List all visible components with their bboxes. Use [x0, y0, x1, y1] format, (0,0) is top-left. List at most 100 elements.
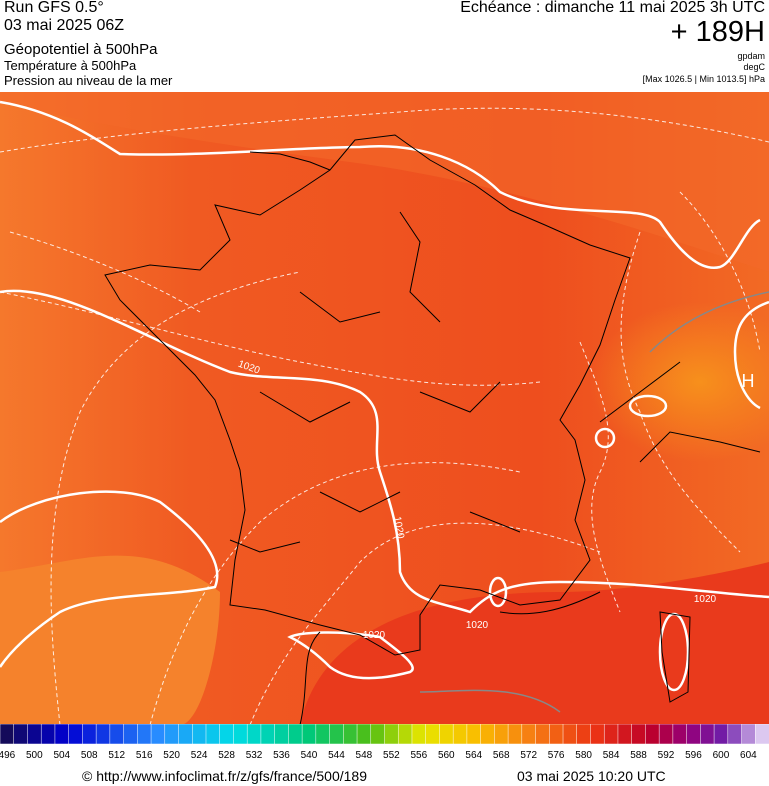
colorbar-swatch	[384, 724, 399, 745]
temperature-isolines	[0, 107, 769, 725]
colorbar-label: 544	[328, 750, 345, 761]
colorbar-swatch	[535, 724, 551, 745]
colorbar-label: 576	[548, 750, 565, 761]
colorbar-swatch	[480, 724, 496, 745]
colorbar-swatch	[521, 724, 537, 745]
colorbar-label: 584	[603, 750, 620, 761]
isobar-label: 1020	[694, 594, 717, 605]
colorbar-swatch	[452, 724, 468, 745]
colorbar-swatch	[150, 724, 166, 745]
colorbar-swatch	[40, 724, 56, 745]
field-label: Température à 500hPa	[4, 58, 137, 73]
colorbar-label: 500	[26, 750, 43, 761]
colorbar-swatch	[274, 724, 290, 745]
temperature-zone	[0, 555, 220, 725]
isobars	[0, 100, 769, 692]
colorbar-swatch	[315, 724, 331, 745]
colorbar-swatch	[658, 724, 674, 745]
colorbar-label: 516	[136, 750, 153, 761]
colorbar-label: 564	[465, 750, 482, 761]
colorbar-swatch	[686, 724, 702, 745]
isobar-label: 1020	[391, 516, 406, 540]
colorbar-swatch	[246, 724, 262, 745]
isobar-label: 1020	[363, 630, 386, 641]
colorbar-swatch	[343, 724, 358, 745]
colorbar-swatch	[219, 724, 235, 745]
colorbar-swatch	[356, 724, 372, 745]
colorbar-label: 536	[273, 750, 290, 761]
colorbar-swatch	[631, 724, 647, 745]
colorbar-label: 524	[191, 750, 208, 761]
temperature-zone	[300, 562, 769, 725]
colorbar-swatch	[0, 724, 15, 745]
forecast-hour: + 189H	[670, 16, 765, 48]
colorbar-swatch	[301, 724, 317, 745]
colorbar-label: 508	[81, 750, 98, 761]
outer-borders	[419, 291, 769, 713]
isobar-label: 1020	[466, 620, 489, 631]
high-pressure-zone	[590, 302, 769, 462]
unit-label: [Max 1026.5 | Min 1013.5] hPa	[642, 74, 765, 84]
colorbar-label: 512	[108, 750, 125, 761]
colorbar-label: 592	[658, 750, 675, 761]
colorbar-swatch	[494, 724, 509, 745]
colorbar-swatch	[27, 724, 42, 745]
high-pressure-label: H	[742, 371, 755, 391]
temperature-zone	[0, 92, 769, 272]
unit-label: gpdam	[737, 51, 765, 61]
colorbar-swatch	[741, 724, 757, 745]
country-borders	[104, 134, 761, 725]
colorbar-label: 560	[438, 750, 455, 761]
colorbar-swatch	[466, 724, 482, 745]
colorbar-swatch	[137, 724, 152, 745]
field-label: Géopotentiel à 500hPa	[4, 41, 158, 58]
colorbar-swatch	[260, 724, 276, 745]
colorbar-swatch	[95, 724, 111, 745]
colorbar-swatch	[233, 724, 248, 745]
colorbar-swatch	[549, 724, 564, 745]
colorbar-label: 556	[410, 750, 427, 761]
colorbar-swatch	[205, 724, 221, 745]
colorbar-label: 520	[163, 750, 180, 761]
colorbar-swatch	[603, 724, 619, 745]
colorbar-swatch	[68, 724, 84, 745]
run-date: 03 mai 2025 06Z	[4, 17, 125, 34]
footer-url: © http://www.infoclimat.fr/z/gfs/france/…	[82, 768, 367, 784]
colorbar: 496 500 504 508 512 516 520 524 528 532 536 540 544 5…	[0, 724, 769, 761]
colorbar-swatch	[507, 724, 523, 745]
colorbar-label: 496	[0, 750, 16, 761]
colorbar-swatch	[425, 724, 441, 745]
field-label: Pression au niveau de la mer	[4, 73, 173, 88]
colorbar-label: 528	[218, 750, 235, 761]
colorbar-swatch	[178, 724, 193, 745]
colorbar-label: 572	[520, 750, 537, 761]
colorbar-label: 568	[493, 750, 510, 761]
colorbar-label: 596	[685, 750, 702, 761]
colorbar-swatch	[645, 724, 660, 745]
colorbar-label: 604	[740, 750, 757, 761]
colorbar-swatch	[617, 724, 633, 745]
colorbar-swatch	[397, 724, 413, 745]
colorbar-swatch	[411, 724, 427, 745]
colorbar-swatch	[672, 724, 688, 745]
colorbar-swatch	[54, 724, 70, 745]
colorbar-swatch	[164, 724, 180, 745]
colorbar-label: 504	[53, 750, 70, 761]
colorbar-swatch	[727, 724, 743, 745]
colorbar-swatch	[590, 724, 605, 745]
colorbar-label: 552	[383, 750, 400, 761]
colorbar-swatch	[329, 724, 345, 745]
colorbar-swatch	[755, 724, 769, 745]
colorbar-swatch	[700, 724, 715, 745]
colorbar-label: 580	[575, 750, 592, 761]
colorbar-swatch	[576, 724, 592, 745]
colorbar-swatch	[123, 724, 139, 745]
colorbar-swatch	[13, 724, 29, 745]
colorbar-label: 532	[246, 750, 263, 761]
colorbar-swatch	[192, 724, 207, 745]
forecast-time: Echéance : dimanche 11 mai 2025 3h UTC	[460, 0, 765, 16]
run-title: Run GFS 0.5°	[4, 0, 104, 16]
footer-timestamp: 03 mai 2025 10:20 UTC	[517, 768, 666, 784]
